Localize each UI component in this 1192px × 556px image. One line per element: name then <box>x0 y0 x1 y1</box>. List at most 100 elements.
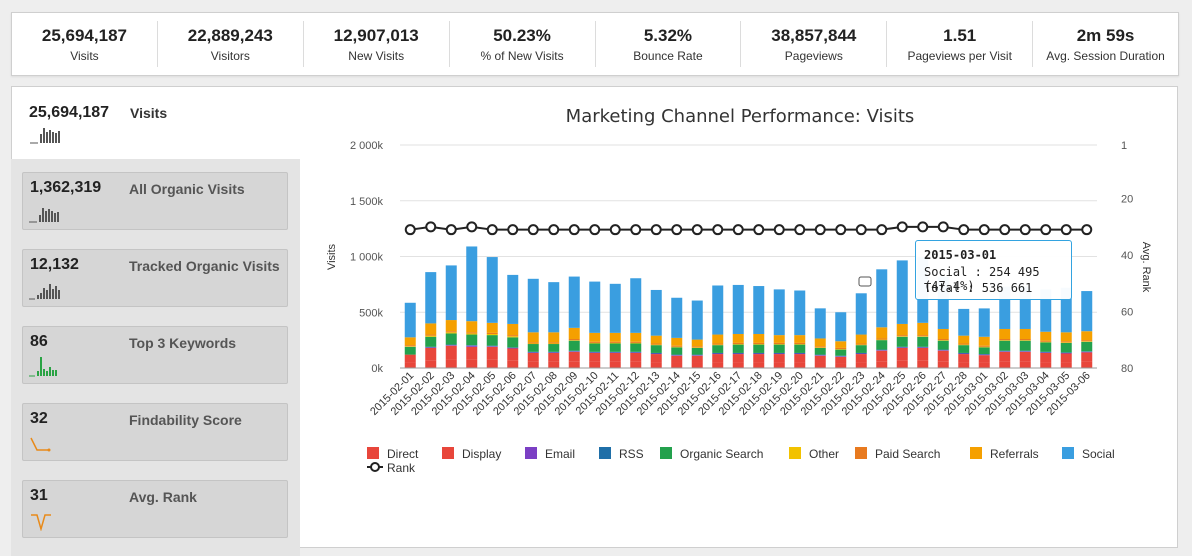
kpi-label: New Visits <box>348 48 405 63</box>
kpi-value: 1.51 <box>943 25 977 45</box>
bar-segment <box>466 246 478 322</box>
bar-segment <box>958 353 970 355</box>
bar-segment <box>404 337 416 346</box>
rank-point <box>814 224 826 236</box>
bar-segment <box>548 361 560 368</box>
bar-segment <box>466 345 478 346</box>
kpi-item: 22,889,243 Visitors <box>158 21 304 67</box>
sparkline-icon <box>29 357 57 377</box>
bar-segment <box>404 302 416 338</box>
bar-segment <box>527 352 539 362</box>
kpi-label: Bounce Rate <box>633 48 703 63</box>
bar-segment <box>507 336 519 338</box>
bar-segment <box>876 340 888 350</box>
bar-segment <box>425 334 437 336</box>
metric-card[interactable]: 1,362,319 All Organic Visits <box>22 172 288 230</box>
legend-label: Organic Search <box>680 447 763 461</box>
bar-segment <box>917 336 929 347</box>
bar-segment <box>896 336 908 347</box>
bar-segment <box>486 345 498 347</box>
rank-point <box>1060 224 1072 236</box>
kpi-item: 25,694,187 Visits <box>12 21 158 67</box>
bar-segment <box>999 286 1011 329</box>
bar-segment <box>466 333 478 335</box>
bar-segment <box>486 346 498 360</box>
bar-segment <box>568 340 580 341</box>
rank-point <box>609 224 621 236</box>
bar-segment <box>896 347 908 348</box>
bar-segment <box>425 336 437 347</box>
bar-segment <box>527 343 539 345</box>
bar-segment <box>835 356 847 357</box>
bar-segment <box>814 355 826 363</box>
y2-axis-label: Avg. Rank <box>1140 242 1152 293</box>
bar-segment <box>445 345 457 360</box>
bar-segment <box>876 350 888 362</box>
bar-segment <box>1040 351 1052 353</box>
bar-segment <box>855 293 867 335</box>
legend-swatch <box>1062 447 1074 459</box>
bar-segment <box>466 345 478 347</box>
bar-segment <box>753 333 765 343</box>
bar-segment <box>855 354 867 363</box>
rank-point <box>896 221 908 233</box>
bar-segment <box>794 353 806 355</box>
active-metric-value: 25,694,187 <box>29 104 110 121</box>
rank-point <box>466 221 478 233</box>
metric-card[interactable]: 31 Avg. Rank <box>22 480 288 538</box>
bar-segment <box>609 332 621 342</box>
bar-segment <box>691 347 703 355</box>
bar-segment <box>917 347 929 361</box>
bar-segment <box>958 308 970 336</box>
bar-segment <box>978 347 990 355</box>
kpi-label: Avg. Session Duration <box>1046 48 1165 63</box>
metric-card[interactable]: 12,132 Tracked Organic Visits <box>22 249 288 307</box>
bar-segment <box>1019 351 1031 362</box>
bar-segment <box>404 354 416 363</box>
bar-segment <box>486 346 498 347</box>
bar-segment <box>1081 340 1093 342</box>
bar-segment <box>1019 339 1031 341</box>
bar-segment <box>773 353 785 355</box>
kpi-value: 38,857,844 <box>771 25 857 45</box>
bar-segment <box>999 328 1011 340</box>
bar-segment <box>466 346 478 360</box>
rank-point <box>732 224 744 236</box>
legend-label: Rank <box>387 461 416 475</box>
legend-swatch <box>855 447 867 459</box>
bar-segment <box>650 335 662 344</box>
bar-segment <box>753 286 765 334</box>
bar-segment <box>999 351 1011 352</box>
kpi-label: Pageviews per Visit <box>907 48 1012 63</box>
rank-point <box>917 221 929 233</box>
metric-card[interactable]: 32 Findability Score <box>22 403 288 461</box>
bar-segment <box>466 359 478 368</box>
bar-segment <box>445 320 457 332</box>
bar-segment <box>568 351 580 362</box>
bar-segment <box>937 276 949 329</box>
bar-segment <box>589 281 601 333</box>
legend-swatch <box>525 447 537 459</box>
bar-segment <box>814 354 826 356</box>
bar-segment <box>1040 341 1052 343</box>
rank-point <box>794 224 806 236</box>
bar-segment <box>589 352 601 362</box>
bar-segment <box>589 343 601 352</box>
bar-segment <box>568 339 580 341</box>
bar-segment <box>425 335 437 337</box>
kpi-value: 2m 59s <box>1076 25 1135 45</box>
sparkline-icon <box>29 284 60 300</box>
bar-segment <box>958 344 970 346</box>
active-metric-tab[interactable]: 25,694,187 Visits <box>11 86 301 161</box>
bar-segment <box>527 278 539 333</box>
y-tick-label: 0k <box>371 363 383 375</box>
bar-segment <box>1081 361 1093 368</box>
bar-segment <box>548 352 560 353</box>
y-tick-label: 1 500k <box>350 196 384 208</box>
bar-segment <box>835 356 847 364</box>
metric-card[interactable]: 86 Top 3 Keywords <box>22 326 288 384</box>
bar-segment <box>1060 352 1072 354</box>
legend-label: Social <box>1082 447 1115 461</box>
bar-segment <box>671 297 683 338</box>
bar-segment <box>1081 341 1093 352</box>
